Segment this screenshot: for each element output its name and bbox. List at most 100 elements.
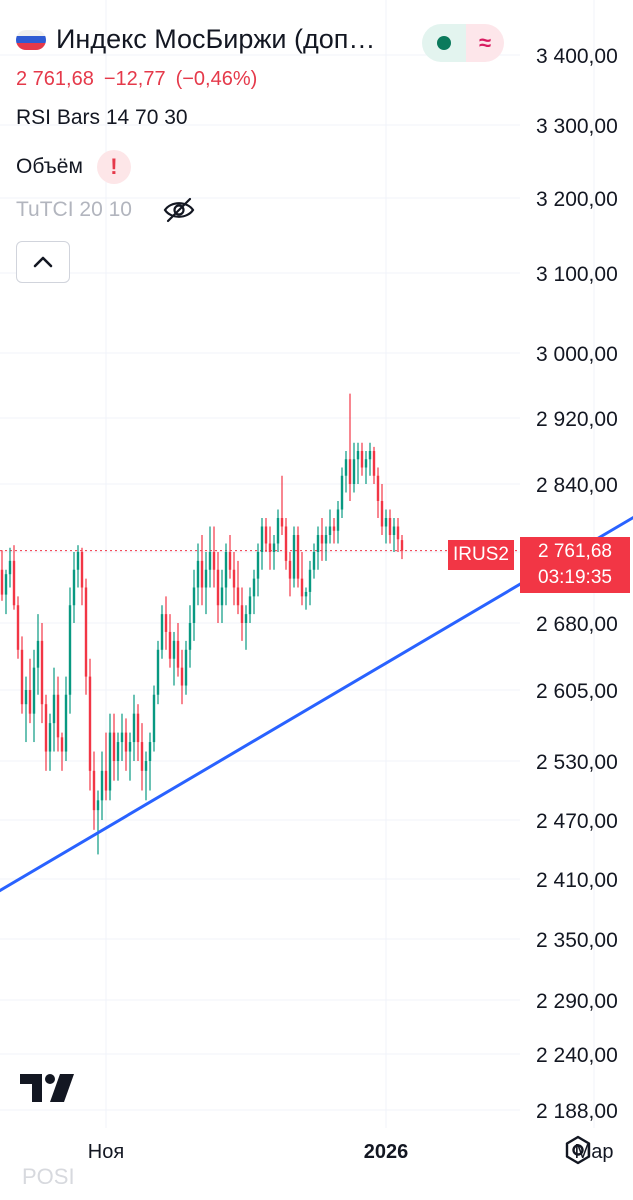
x-axis[interactable]: Ноя2026МарМай [88,1141,633,1163]
indicator-tutci[interactable]: TuTCI 20 10 [16,196,196,224]
candle-body [96,800,100,811]
candle-body [20,649,24,705]
market-open-dot-icon[interactable] [422,24,466,62]
candle-body [204,569,208,588]
candle-body [348,459,352,484]
candle-body [372,451,376,476]
candle-body [300,578,304,597]
indicator-rsi-bars[interactable]: RSI Bars 14 70 30 [16,106,188,130]
candle-body [396,526,400,540]
candle-body [376,475,380,501]
candle-body [364,459,368,468]
chart-settings-icon[interactable] [562,1134,594,1166]
candle-body [352,459,356,484]
candle-body [72,569,76,606]
candle-body [140,742,144,771]
candle-body [212,552,216,570]
x-tick-label: Мар [574,1141,613,1163]
candle-body [256,552,260,579]
candle-body [216,569,220,606]
candle-body [252,578,256,597]
symbol-title-row[interactable]: Индекс МосБиржи (доп… [16,24,375,55]
candle-body [176,640,180,668]
trendline[interactable] [0,376,633,894]
candle-body [48,723,52,752]
candle-body [180,667,184,686]
candle-body [80,552,84,588]
y-tick-label: 3 400,00 [536,45,618,68]
candle-body [324,535,328,544]
y-tick-label: 2 680,00 [536,613,618,636]
y-tick-label: 2 920,00 [536,408,618,431]
candle-body [316,535,320,552]
candle-body [36,640,40,668]
candle-body [220,587,224,606]
warning-icon[interactable]: ! [96,150,131,184]
candle-body [88,676,92,771]
candle-body [248,596,252,615]
status-pills[interactable]: ≈ [422,24,504,62]
indicator-volume[interactable]: Объём ! [16,150,131,184]
candle-body [44,704,48,752]
candle-body [104,770,108,791]
candles [0,393,404,855]
candle-body [320,535,324,544]
symbol-price-tag: IRUS2 [448,540,514,570]
candle-body [276,518,280,544]
candle-body [356,451,360,460]
y-tick-label: 2 840,00 [536,474,618,497]
candle-body [388,518,392,535]
y-tick-label: 3 100,00 [536,263,618,286]
candle-body [32,667,36,714]
indicator-label: Объём [16,155,83,178]
candle-body [244,614,248,623]
candle-body [344,459,348,476]
candle-body [260,526,264,552]
candle-body [232,569,236,588]
eye-hidden-icon[interactable] [162,196,196,224]
candle-body [380,501,384,527]
y-tick-label: 2 188,00 [536,1100,618,1123]
candle-body [172,640,176,659]
candle-body [328,526,332,535]
y-tick-label: 3 300,00 [536,115,618,138]
candle-body [168,631,172,659]
candle-body [368,451,372,460]
last-price: 2 761,68 [16,68,94,90]
candle-body [8,560,12,575]
candle-body [336,509,340,531]
candle-body [60,737,64,752]
candle-body [268,543,272,552]
candle-body [4,574,8,595]
candle-body [360,451,364,468]
candle-body [64,694,68,752]
tradingview-logo-icon[interactable] [20,1074,76,1102]
indicator-label: TuTCI 20 10 [16,198,132,221]
candle-body [120,732,124,743]
candle-body [0,569,4,595]
candle-body [52,694,56,724]
candle-body [16,605,20,650]
candle-body [332,526,336,531]
y-tick-label: 2 470,00 [536,810,618,833]
candle-body [296,535,300,579]
y-tick-label: 2 410,00 [536,869,618,892]
candle-body [384,518,388,527]
candle-body [128,742,132,752]
candle-body [84,587,88,677]
candle-body [28,690,32,714]
candle-body [112,732,116,761]
x-tick-label: 2026 [364,1141,409,1163]
candle-body [284,526,288,561]
candle-body [148,742,152,761]
y-tick-label: 2 240,00 [536,1044,618,1067]
candle-body [124,732,128,752]
candle-body [68,605,72,695]
candle-body [288,560,292,579]
bar-countdown: 03:19:35 [538,567,612,588]
symbol-title: Индекс МосБиржи (доп… [56,24,376,54]
collapse-legend-button[interactable] [16,241,70,283]
approx-icon[interactable]: ≈ [466,24,504,62]
candle-body [108,732,112,791]
